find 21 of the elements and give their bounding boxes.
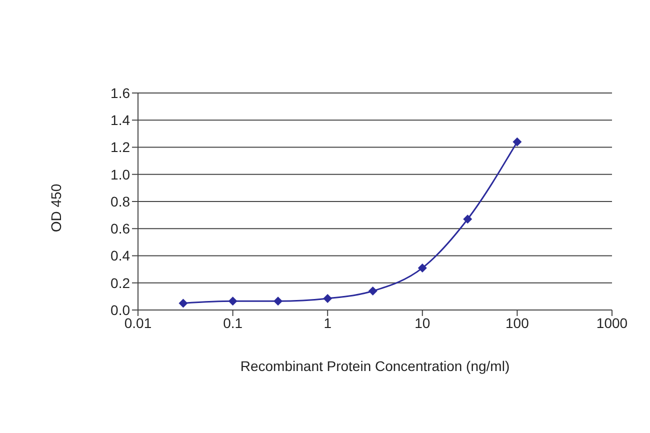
y-tick-label: 0.6 bbox=[110, 220, 130, 237]
point bbox=[274, 296, 283, 306]
y-tick-label: 0.8 bbox=[110, 193, 130, 210]
y-tick-label: 1.0 bbox=[110, 166, 130, 182]
x-tick-label: 0.1 bbox=[223, 314, 243, 331]
point bbox=[368, 286, 378, 296]
point bbox=[512, 137, 522, 146]
y-tick-label: 1.2 bbox=[110, 139, 130, 156]
x-tick-label: 100 bbox=[506, 314, 530, 331]
x-axis-title: Recombinant Protein Concentration (ng/ml) bbox=[239, 358, 511, 374]
y-tick-label: 1.6 bbox=[110, 84, 130, 101]
x-tick-label: 1000 bbox=[596, 314, 628, 331]
y-tick-label: 0.2 bbox=[110, 274, 130, 291]
x-tick-label: 1 bbox=[324, 314, 332, 331]
x-tick-label: 10 bbox=[414, 314, 430, 331]
y-axis-title: OD 450 bbox=[48, 184, 64, 232]
point bbox=[418, 263, 427, 272]
y-tick-label: 0.4 bbox=[110, 248, 130, 264]
point bbox=[178, 298, 188, 308]
y-tick-label: 1.4 bbox=[110, 112, 130, 128]
point bbox=[323, 294, 332, 303]
